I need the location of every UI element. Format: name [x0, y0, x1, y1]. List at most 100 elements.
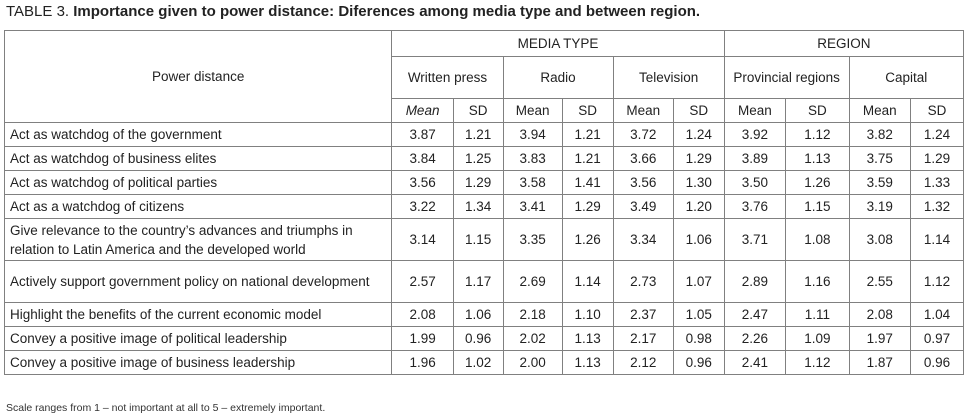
cell-provincial-sd: 1.11	[785, 302, 850, 327]
row-item-label: Convey a positive image of political lea…	[3, 326, 393, 351]
row-item-label: Actively support government policy on na…	[3, 260, 393, 303]
table-row: Actively support government policy on na…	[3, 260, 965, 303]
table-row: Convey a positive image of political lea…	[3, 326, 965, 351]
row-item-label: Act as a watchdog of citizens	[3, 194, 393, 219]
stat-mean-provincial: Mean	[723, 98, 787, 123]
cell-radio-mean: 2.69	[502, 260, 563, 303]
cell-written-press-mean: 2.57	[391, 260, 454, 303]
cell-radio-sd: 1.13	[561, 326, 614, 351]
cell-provincial-mean: 3.76	[723, 194, 787, 219]
cell-written-press-mean: 3.56	[391, 170, 454, 195]
cell-capital-sd: 0.96	[909, 350, 965, 375]
cell-radio-sd: 1.21	[561, 122, 614, 147]
stat-mean-radio: Mean	[502, 98, 563, 123]
cell-radio-sd: 1.21	[561, 146, 614, 171]
cell-provincial-mean: 3.71	[723, 218, 787, 261]
cell-radio-mean: 3.35	[502, 218, 563, 261]
subgroup-radio: Radio	[502, 56, 614, 99]
cell-capital-mean: 2.08	[848, 302, 911, 327]
group-header-region: REGION	[723, 30, 965, 57]
cell-television-sd: 0.96	[672, 350, 725, 375]
cell-provincial-sd: 1.08	[785, 218, 850, 261]
stat-mean-written-press: Mean	[391, 98, 454, 123]
cell-written-press-mean: 3.84	[391, 146, 454, 171]
cell-television-sd: 1.07	[672, 260, 725, 303]
cell-radio-sd: 1.26	[561, 218, 614, 261]
cell-provincial-mean: 3.89	[723, 146, 787, 171]
cell-provincial-sd: 1.26	[785, 170, 850, 195]
cell-radio-mean: 3.83	[502, 146, 563, 171]
stat-sd-television: SD	[672, 98, 725, 123]
cell-written-press-sd: 1.17	[452, 260, 504, 303]
cell-radio-sd: 1.41	[561, 170, 614, 195]
subgroup-provincial-regions: Provincial regions	[723, 56, 850, 99]
cell-television-mean: 2.17	[612, 326, 674, 351]
table-caption-title: Importance given to power distance: Dife…	[73, 3, 701, 20]
cell-provincial-mean: 3.92	[723, 122, 787, 147]
row-item-label: Convey a positive image of business lead…	[3, 350, 393, 375]
subgroup-written-press: Written press	[391, 56, 504, 99]
cell-provincial-mean: 2.47	[723, 302, 787, 327]
cell-written-press-sd: 0.96	[452, 326, 504, 351]
cell-radio-sd: 1.29	[561, 194, 614, 219]
cell-radio-mean: 3.41	[502, 194, 563, 219]
stat-mean-television: Mean	[612, 98, 674, 123]
cell-provincial-sd: 1.12	[785, 122, 850, 147]
cell-television-sd: 1.06	[672, 218, 725, 261]
cell-provincial-sd: 1.12	[785, 350, 850, 375]
cell-provincial-mean: 2.41	[723, 350, 787, 375]
stat-sd-provincial: SD	[785, 98, 850, 123]
cell-capital-sd: 1.14	[909, 218, 965, 261]
table-caption-label: TABLE 3.	[6, 3, 70, 20]
cell-written-press-sd: 1.02	[452, 350, 504, 375]
cell-television-mean: 3.49	[612, 194, 674, 219]
table-row: Act as watchdog of political parties 3.5…	[3, 170, 965, 195]
row-item-label: Highlight the benefits of the current ec…	[3, 302, 393, 327]
cell-television-sd: 1.29	[672, 146, 725, 171]
cell-written-press-mean: 2.08	[391, 302, 454, 327]
stat-sd-radio: SD	[561, 98, 614, 123]
cell-written-press-sd: 1.25	[452, 146, 504, 171]
cell-written-press-mean: 3.14	[391, 218, 454, 261]
cell-written-press-sd: 1.34	[452, 194, 504, 219]
cell-television-sd: 1.05	[672, 302, 725, 327]
cell-radio-mean: 3.94	[502, 122, 563, 147]
cell-capital-mean: 1.97	[848, 326, 911, 351]
power-distance-table: Power distance MEDIA TYPE REGION Written…	[3, 30, 965, 375]
cell-television-mean: 3.66	[612, 146, 674, 171]
table-footnote: Scale ranges from 1 – not important at a…	[6, 402, 326, 414]
row-item-label: Give relevance to the country’s advances…	[3, 218, 393, 261]
cell-written-press-mean: 1.99	[391, 326, 454, 351]
cell-capital-mean: 3.19	[848, 194, 911, 219]
cell-capital-sd: 0.97	[909, 326, 965, 351]
cell-written-press-mean: 1.96	[391, 350, 454, 375]
cell-radio-sd: 1.14	[561, 260, 614, 303]
cell-capital-sd: 1.32	[909, 194, 965, 219]
cell-capital-sd: 1.33	[909, 170, 965, 195]
cell-written-press-mean: 3.22	[391, 194, 454, 219]
table-row: Act as watchdog of business elites 3.84 …	[3, 146, 965, 171]
cell-television-sd: 0.98	[672, 326, 725, 351]
table-row: Give relevance to the country’s advances…	[3, 218, 965, 261]
cell-capital-sd: 1.29	[909, 146, 965, 171]
cell-written-press-mean: 3.87	[391, 122, 454, 147]
row-item-label: Act as watchdog of political parties	[3, 170, 393, 195]
table-row: Highlight the benefits of the current ec…	[3, 302, 965, 327]
row-header-power-distance: Power distance	[3, 30, 393, 123]
row-item-label: Act as watchdog of the government	[3, 122, 393, 147]
cell-television-sd: 1.24	[672, 122, 725, 147]
table-row: Convey a positive image of business lead…	[3, 350, 965, 375]
cell-television-mean: 2.12	[612, 350, 674, 375]
cell-television-sd: 1.30	[672, 170, 725, 195]
cell-capital-mean: 3.08	[848, 218, 911, 261]
subgroup-television: Television	[612, 56, 725, 99]
group-header-media-type: MEDIA TYPE	[391, 30, 725, 57]
cell-capital-mean: 2.55	[848, 260, 911, 303]
cell-written-press-sd: 1.15	[452, 218, 504, 261]
cell-radio-mean: 2.00	[502, 350, 563, 375]
stat-sd-written-press: SD	[452, 98, 504, 123]
cell-provincial-mean: 2.89	[723, 260, 787, 303]
cell-radio-mean: 2.18	[502, 302, 563, 327]
table-caption: TABLE 3. Importance given to power dista…	[6, 2, 700, 22]
cell-radio-sd: 1.10	[561, 302, 614, 327]
